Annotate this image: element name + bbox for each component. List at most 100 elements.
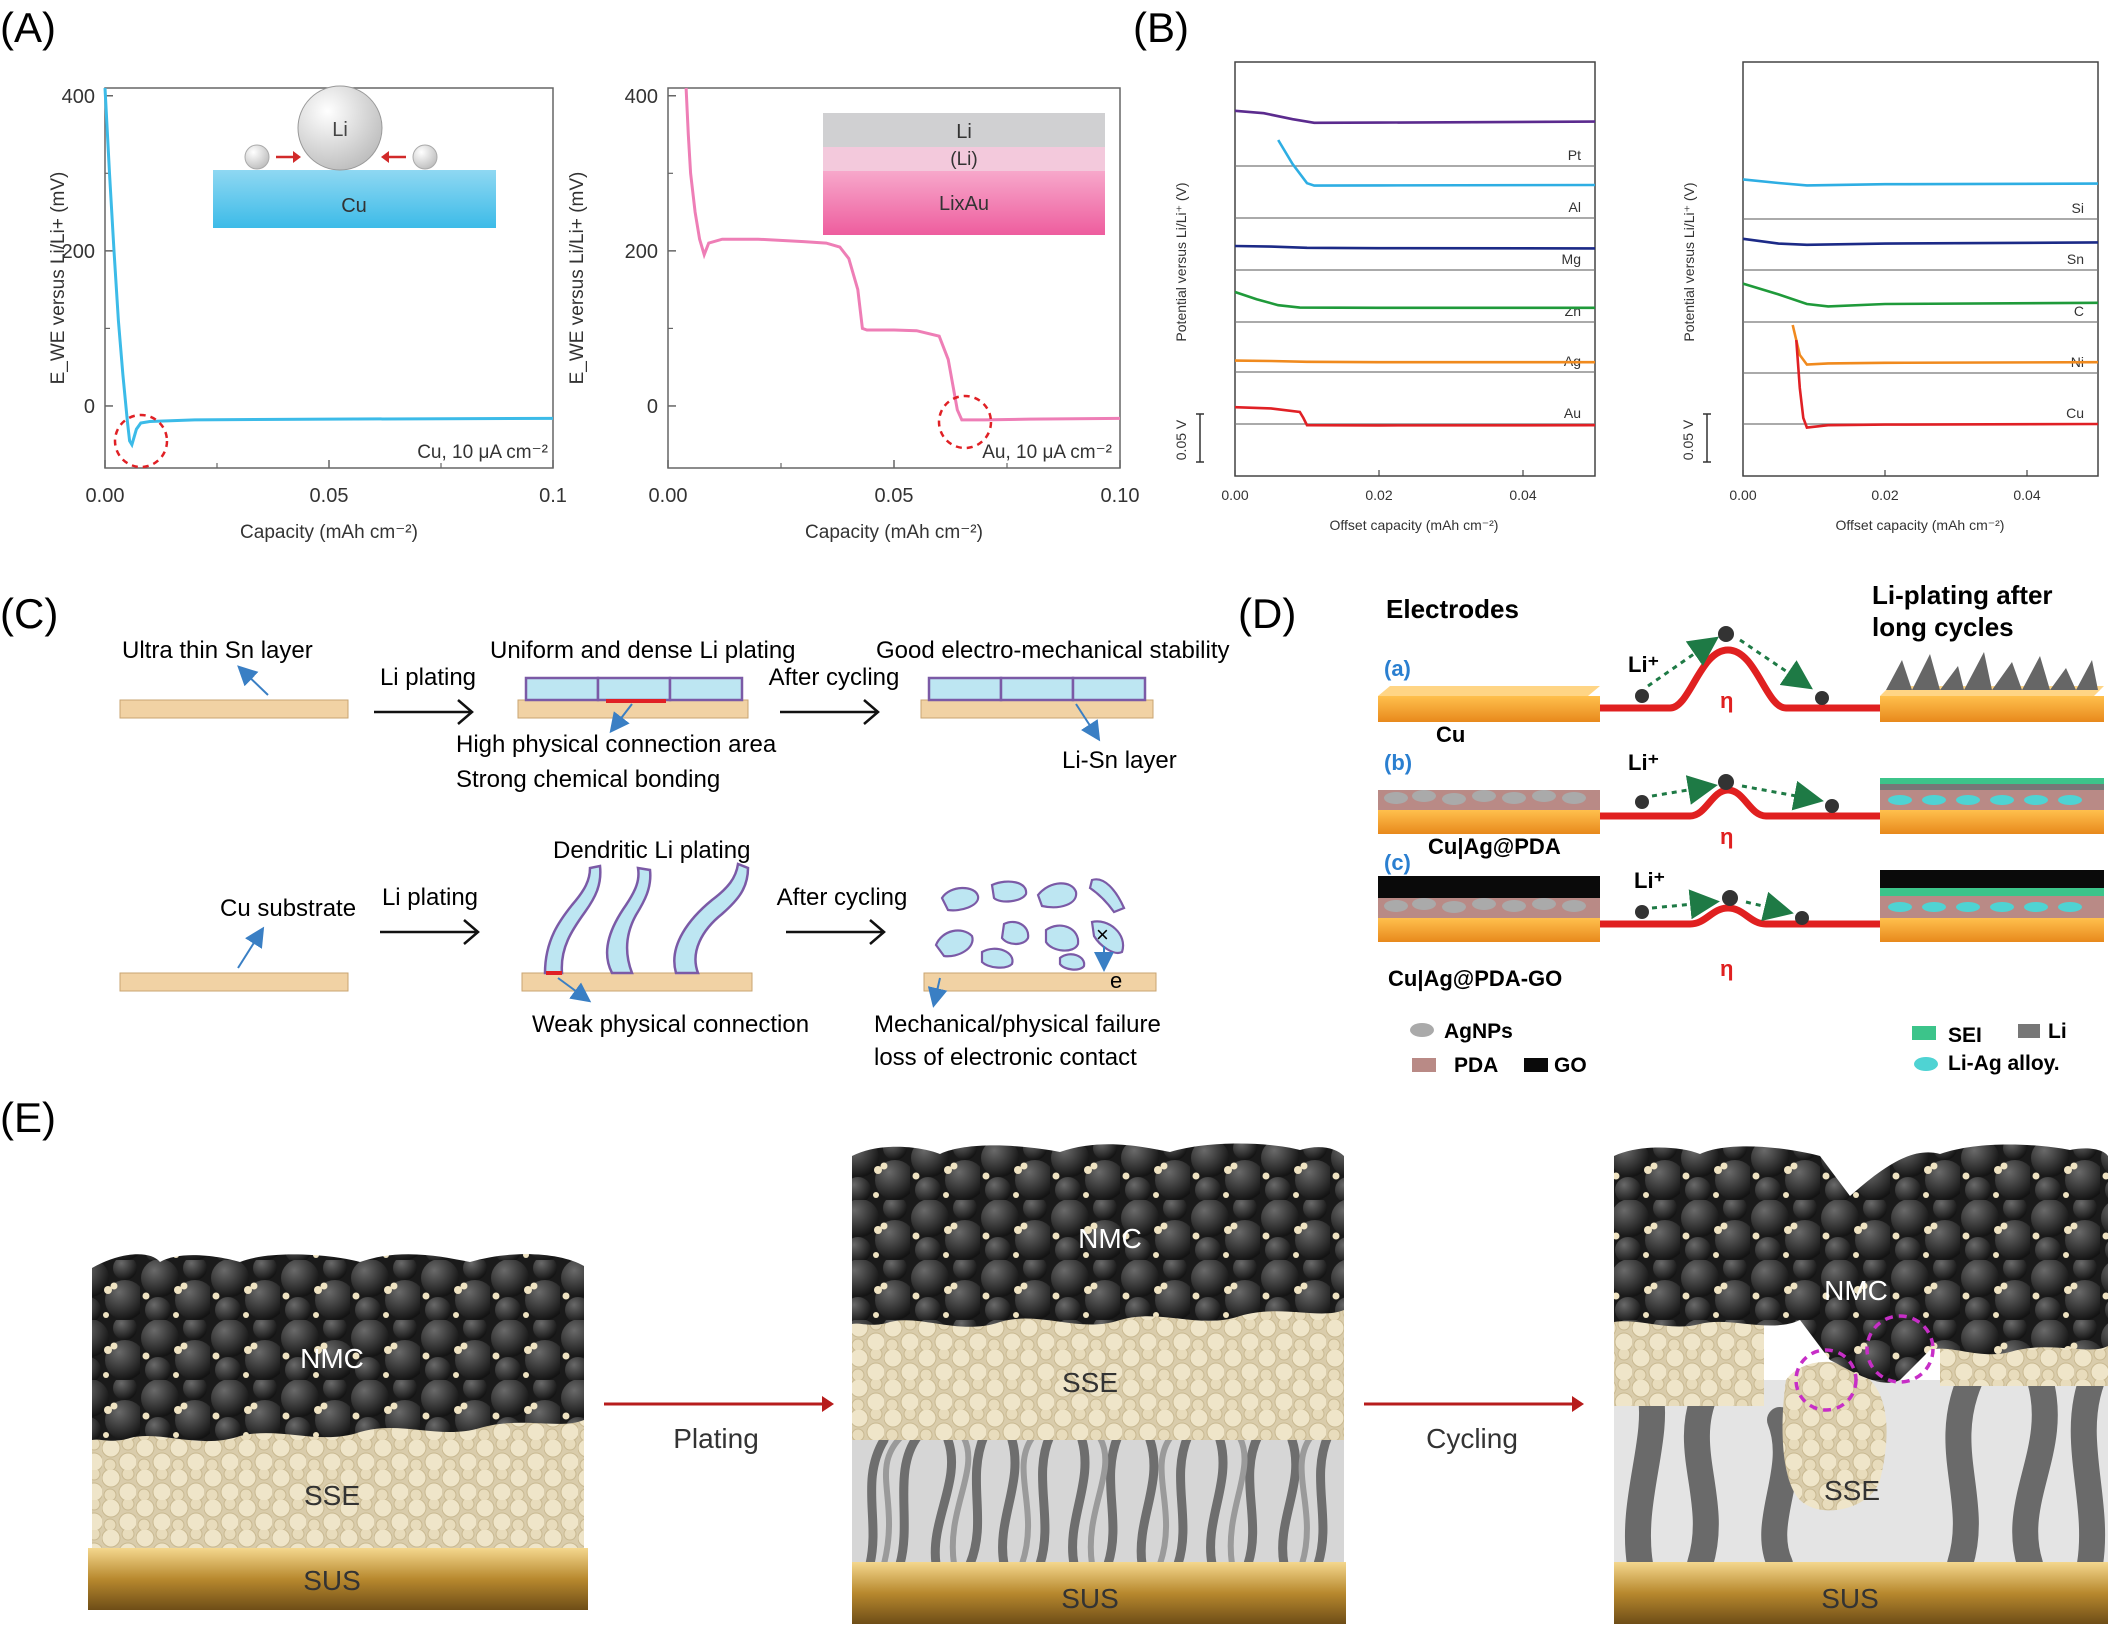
- row-c: (c) Cu|Ag@PDA-GO Li⁺ η: [1378, 850, 2104, 991]
- series-label: Si: [2072, 200, 2084, 216]
- li-block: [596, 676, 672, 702]
- x-tick-label: 0.10: [1101, 485, 1140, 507]
- panel-e-label: (E): [0, 1094, 56, 1141]
- stage-cycled: NMC SSE SUS: [1614, 1144, 2108, 1624]
- uniform-plating-label: Uniform and dense Li plating: [490, 637, 796, 664]
- legend-li: Li: [2048, 1020, 2067, 1043]
- sse-label: SSE: [1824, 1475, 1880, 1506]
- contact-loss-cross: ×: [1096, 922, 1109, 947]
- panel-c: (C) Ultra thin Sn layer Li plating Unifo…: [0, 590, 1230, 1071]
- series-label: Al: [1569, 199, 1581, 215]
- dead-li-fragment: [1044, 924, 1080, 952]
- cu-electrode: [1378, 810, 1600, 834]
- li-block-cycled: [927, 676, 1003, 702]
- li-ion: [1635, 689, 1649, 703]
- go-swatch: [1524, 1058, 1548, 1072]
- nmc-label: NMC: [300, 1343, 364, 1374]
- dendrite: [673, 862, 750, 975]
- after-cycling-label-1: After cycling: [769, 664, 900, 691]
- stage-initial: NMC SSE SUS: [88, 1254, 588, 1610]
- after-title-2: long cycles: [1872, 612, 2014, 642]
- series-line-sn: [1742, 237, 2099, 247]
- legend-liag: Li-Ag alloy.: [1948, 1052, 2060, 1075]
- li-dendrites: [1886, 652, 2098, 690]
- ion-path: [1739, 638, 1813, 690]
- red-arrow-right-head: [381, 151, 389, 163]
- pda-swatch: [1412, 1058, 1436, 1072]
- panel-d: (D) Electrodes Li-plating after long cyc…: [1238, 580, 2104, 1077]
- li-ion: [1718, 626, 1734, 642]
- stage-plated: NMC SSE SUS: [852, 1143, 1346, 1624]
- sse-label: SSE: [1062, 1367, 1118, 1398]
- y-tick-label: 200: [625, 241, 658, 263]
- x-axis-label: Offset capacity (mAh cm⁻²): [1330, 517, 1499, 533]
- panel-c-label: (C): [0, 590, 58, 637]
- axis-ticks: 0.00 0.02 0.04: [1221, 470, 1537, 503]
- sn-substrate: [119, 699, 349, 719]
- plating-label: Plating: [673, 1423, 759, 1454]
- lisn-substrate: [920, 699, 1154, 719]
- sn-pointer: [237, 665, 269, 696]
- sse-label: SSE: [304, 1480, 360, 1511]
- series-line-cu: [1795, 339, 2099, 430]
- li-ion: [1635, 795, 1649, 809]
- series-line-au: [684, 87, 1121, 422]
- panel-b-label: (B): [1133, 4, 1189, 51]
- row-a: (a) Cu Li⁺ η: [1378, 626, 2104, 747]
- arrow-2: [780, 699, 880, 725]
- electrode-name: Cu|Ag@PDA: [1428, 834, 1561, 859]
- plot-frame: [1234, 61, 1596, 477]
- series-line-au: [1234, 405, 1596, 427]
- li-swatch: [2018, 1024, 2040, 1038]
- series-line-al: [1277, 139, 1596, 187]
- series-line-c: [1742, 282, 2099, 308]
- y-axis-label: Potential versus Li/Li⁺ (V): [1681, 182, 1697, 341]
- x-axis-label: Capacity (mAh cm⁻²): [805, 522, 983, 543]
- contact-loss-circle: [1865, 1314, 1935, 1384]
- x-axis-label: Capacity (mAh cm⁻²): [240, 522, 418, 543]
- electron-label: e: [1110, 968, 1122, 993]
- after-cycling-label-2: After cycling: [777, 884, 908, 911]
- series-label: Cu: [2066, 405, 2084, 421]
- cu-substrate-cycled: [923, 972, 1157, 992]
- scale-bar-label: 0.05 V: [1173, 419, 1189, 460]
- cu-after: [1880, 810, 2104, 834]
- y-axis-label: E_WE versus Li/Li+ (mV): [48, 172, 69, 385]
- eta: η: [1720, 956, 1733, 981]
- row-b: (b) Cu|Ag@PDA Li⁺ η: [1378, 750, 2104, 859]
- agnps-swatch: [1410, 1023, 1434, 1037]
- series-line-ag: [1234, 359, 1595, 364]
- sei-swatch: [1912, 1026, 1936, 1040]
- failure-label-1: Mechanical/physical failure: [874, 1011, 1161, 1038]
- axis-ticks: 0.00 0.02 0.04: [1729, 470, 2041, 503]
- x-tick-label: 0.00: [1729, 487, 1756, 503]
- axis-ticks: 0.00 0.05 0.1 0 200 400: [62, 86, 567, 507]
- li-layer-label: Li: [956, 121, 972, 143]
- li-block: [668, 676, 744, 702]
- cu-substrate-plated: [521, 972, 753, 992]
- series-line-zn: [1234, 290, 1595, 310]
- y-tick-label: 0: [647, 396, 658, 418]
- cu-row: Cu substrate Li plating Dendritic Li pla…: [119, 837, 1161, 1071]
- dead-li-fragment: [980, 947, 1014, 969]
- li-ion: [1825, 799, 1839, 813]
- li-layer: [1880, 784, 2104, 790]
- lixau-layer: [823, 171, 1105, 235]
- x-tick-label: 0.00: [86, 485, 125, 507]
- series-label: Pt: [1568, 147, 1581, 163]
- li-ion: [1718, 774, 1734, 790]
- red-arrow-left-head: [293, 151, 301, 163]
- agnps-layer: [1384, 898, 1586, 913]
- sse-intrusion: [1782, 1361, 1887, 1511]
- cu-inset-label: Cu: [341, 195, 367, 217]
- electrode-name: Cu|Ag@PDA-GO: [1388, 966, 1562, 991]
- ion-label: Li⁺: [1628, 750, 1659, 775]
- panel-a-right-chart: Li (Li) LixAu 0.00 0.05 0.10 0 200 400 Au, 10…: [567, 86, 1139, 543]
- arrow-4: [786, 919, 886, 945]
- series-line-si: [1742, 178, 2099, 187]
- x-tick-label: 0.00: [1221, 487, 1248, 503]
- series-label: Mg: [1562, 251, 1581, 267]
